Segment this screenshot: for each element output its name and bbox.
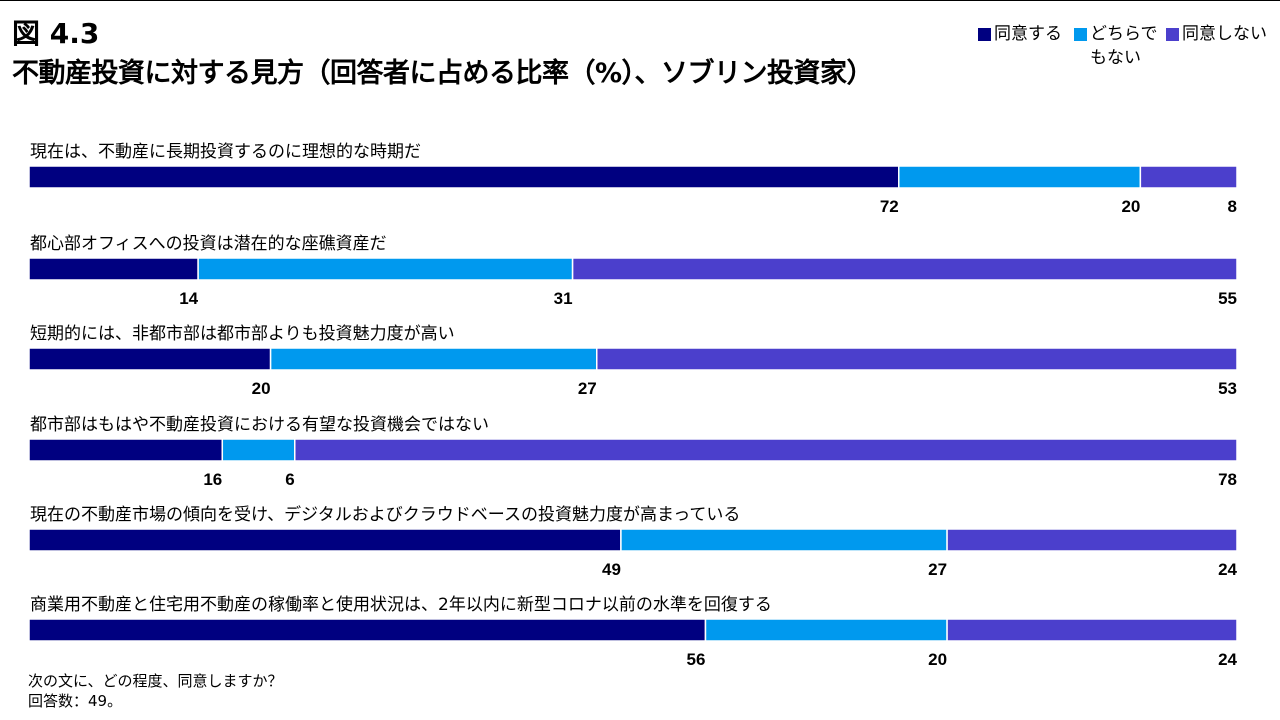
bar-disagree-5 bbox=[946, 528, 1238, 552]
value-label-agree-5: 49 bbox=[602, 560, 621, 579]
value-label-agree-6: 56 bbox=[687, 650, 706, 669]
figure-number: 図 4.3 bbox=[12, 17, 100, 50]
legend-item-agree: 同意する bbox=[978, 22, 1062, 46]
value-label-neutral-3: 27 bbox=[578, 379, 597, 398]
legend-swatch-agree bbox=[978, 28, 991, 41]
bar-disagree-4 bbox=[294, 438, 1238, 462]
bar-disagree-3 bbox=[596, 347, 1238, 371]
value-label-neutral-6: 20 bbox=[928, 650, 947, 669]
value-label-neutral-5: 27 bbox=[928, 560, 947, 579]
category-label-5: 現在の不動産市場の傾向を受け、デジタルおよびクラウドベースの投資魅力度が高まって… bbox=[30, 504, 740, 525]
legend-swatch-disagree bbox=[1166, 28, 1179, 41]
legend-swatch-neutral bbox=[1074, 28, 1087, 41]
bar-disagree-1 bbox=[1139, 165, 1238, 189]
bar-neutral-5 bbox=[620, 528, 948, 552]
value-label-agree-3: 20 bbox=[252, 379, 271, 398]
top-rule bbox=[0, 0, 1280, 1]
legend-label-neutral: どちらでもない bbox=[1090, 24, 1158, 68]
bar-agree-3 bbox=[28, 347, 272, 371]
chart-title: 不動産投資に対する見方（回答者に占める比率（%）、ソブリン投資家） bbox=[12, 58, 874, 89]
value-label-disagree-2: 55 bbox=[1218, 289, 1237, 308]
category-label-6: 商業用不動産と住宅用不動産の稼働率と使用状況は、2年以内に新型コロナ以前の水準を… bbox=[30, 594, 772, 615]
value-label-disagree-3: 53 bbox=[1218, 379, 1237, 398]
bar-disagree-2 bbox=[571, 257, 1238, 281]
footnote-respondents: 回答数：49。 bbox=[28, 692, 123, 710]
category-label-1: 現在は、不動産に長期投資するのに理想的な時期だ bbox=[30, 142, 421, 162]
value-label-disagree-6: 24 bbox=[1218, 650, 1237, 669]
bar-agree-4 bbox=[28, 438, 224, 462]
bar-neutral-4 bbox=[221, 438, 296, 462]
bar-neutral-2 bbox=[197, 257, 574, 281]
value-label-disagree-4: 78 bbox=[1218, 470, 1237, 489]
footnote-question: 次の文に、どの程度、同意しますか？ bbox=[28, 672, 283, 690]
bar-neutral-1 bbox=[898, 165, 1142, 189]
bar-neutral-3 bbox=[269, 347, 598, 371]
legend-item-disagree: 同意しない bbox=[1166, 22, 1267, 46]
value-label-agree-4: 16 bbox=[203, 470, 222, 489]
value-label-disagree-1: 8 bbox=[1228, 197, 1237, 216]
value-label-neutral-4: 6 bbox=[285, 470, 294, 489]
value-label-agree-2: 14 bbox=[179, 289, 198, 308]
value-label-neutral-2: 31 bbox=[554, 289, 573, 308]
bar-agree-2 bbox=[28, 257, 199, 281]
legend-label-agree: 同意する bbox=[994, 24, 1062, 44]
category-label-2: 都心部オフィスへの投資は潜在的な座礁資産だ bbox=[30, 234, 387, 254]
bar-neutral-6 bbox=[704, 618, 948, 642]
category-label-4: 都市部はもはや不動産投資における有望な投資機会ではない bbox=[30, 415, 489, 435]
value-label-agree-1: 72 bbox=[880, 197, 899, 216]
bar-agree-5 bbox=[28, 528, 622, 552]
bar-agree-6 bbox=[28, 618, 707, 642]
bar-agree-1 bbox=[28, 165, 900, 189]
value-label-neutral-1: 20 bbox=[1121, 197, 1140, 216]
bar-disagree-6 bbox=[946, 618, 1238, 642]
legend-item-neutral: どちらでもない bbox=[1074, 22, 1168, 70]
value-label-disagree-5: 24 bbox=[1218, 560, 1237, 579]
category-label-3: 短期的には、非都市部は都市部よりも投資魅力度が高い bbox=[30, 324, 455, 344]
legend-label-disagree: 同意しない bbox=[1182, 24, 1267, 44]
